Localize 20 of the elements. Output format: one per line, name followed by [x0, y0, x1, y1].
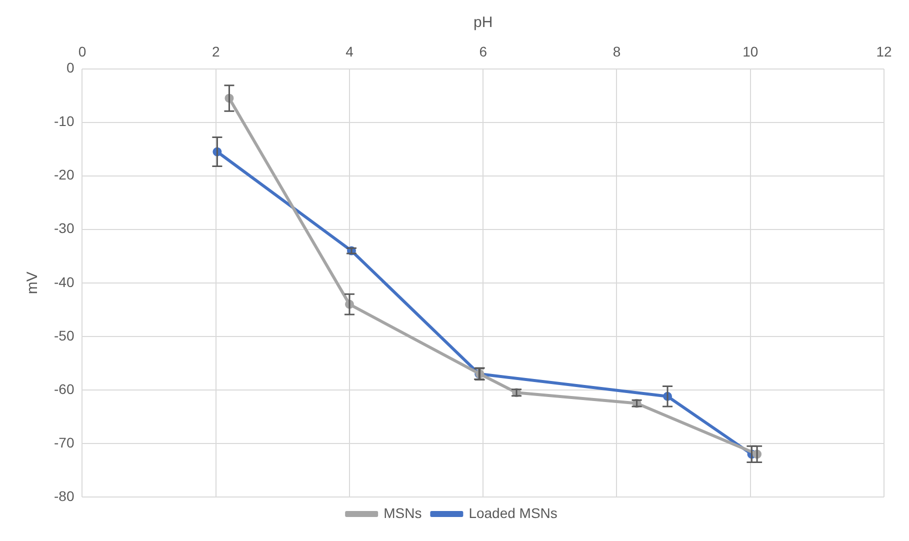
y-tick-label: -50 — [54, 327, 74, 344]
y-tick-label: -40 — [54, 274, 74, 290]
x-tick-label: 8 — [612, 43, 621, 60]
y-tick-label: -60 — [54, 380, 74, 397]
y-tick-label: 0 — [66, 60, 74, 76]
x-tick-label: 12 — [876, 43, 892, 60]
y-tick-label: -20 — [54, 166, 74, 183]
x-tick-label: 4 — [346, 43, 354, 60]
x-tick-label: 2 — [212, 43, 220, 60]
legend-label: Loaded MSNs — [468, 504, 558, 521]
y-tick-label: -30 — [54, 220, 74, 236]
y-tick-label: -70 — [54, 434, 74, 450]
y-tick-label: -80 — [54, 488, 74, 504]
x-axis-title: pH — [474, 14, 493, 32]
legend-label: MSNs — [384, 504, 422, 521]
x-tick-label: 10 — [742, 43, 758, 60]
y-axis-title: mV — [24, 272, 42, 294]
x-tick-label: 6 — [479, 43, 488, 60]
x-tick-label: 0 — [78, 43, 86, 60]
y-tick-label: -10 — [54, 113, 74, 130]
